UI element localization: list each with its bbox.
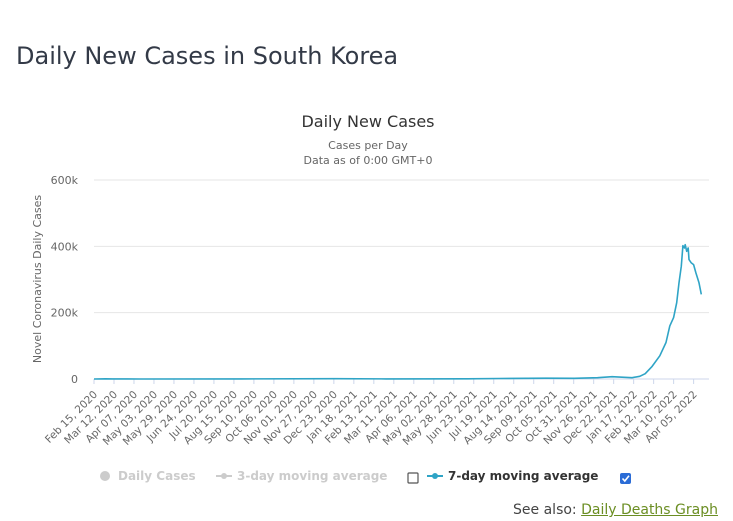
- daily-deaths-graph-link[interactable]: Daily Deaths Graph: [581, 502, 718, 518]
- chart-legend: Daily Cases 3-day moving average 7-day m…: [100, 469, 631, 484]
- y-tick-label: 400k: [51, 240, 79, 253]
- series-line-7-day-moving-average: [93, 243, 703, 380]
- chart-subtitle-line-1: Cases per Day: [328, 139, 408, 152]
- y-tick-label: 200k: [51, 307, 79, 320]
- legend-3-day-marker-dot: [221, 473, 227, 479]
- see-also: See also: Daily Deaths Graph: [513, 502, 718, 518]
- legend-7-day-label: 7-day moving average: [448, 469, 598, 483]
- checkbox-7-day-average[interactable]: [620, 473, 631, 484]
- chart-title: Daily New Cases: [301, 112, 434, 131]
- legend-item-3-day-average[interactable]: 3-day moving average: [216, 469, 387, 483]
- legend-daily-cases-label: Daily Cases: [118, 469, 196, 483]
- y-axis-ticks: 0 200k 400k 600k: [51, 174, 79, 386]
- page-title: Daily New Cases in South Korea: [16, 42, 399, 70]
- check-icon: [621, 475, 630, 483]
- legend-item-7-day-average[interactable]: 7-day moving average: [427, 469, 598, 483]
- legend-7-day-marker-dot: [432, 473, 438, 479]
- y-tick-label: 0: [71, 373, 78, 386]
- grid-layer: [94, 179, 709, 380]
- see-also-label: See also:: [513, 502, 577, 518]
- legend-daily-cases-marker: [100, 471, 110, 481]
- legend-item-daily-cases[interactable]: Daily Cases: [100, 469, 196, 483]
- y-tick-label: 600k: [51, 174, 79, 187]
- checkbox-3-day-average[interactable]: [407, 472, 419, 484]
- legend-3-day-label: 3-day moving average: [237, 469, 387, 483]
- checkbox-7-day-box: [620, 473, 631, 484]
- chart-subtitle-line-2: Data as of 0:00 GMT+0: [304, 154, 433, 167]
- y-axis-title: Novel Coronavirus Daily Cases: [31, 195, 44, 363]
- series-layer: [93, 243, 703, 380]
